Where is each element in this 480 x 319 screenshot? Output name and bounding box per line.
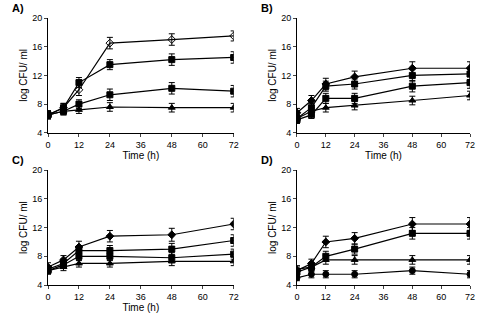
- svg-text:16: 16: [32, 194, 42, 204]
- svg-text:12: 12: [74, 140, 84, 150]
- svg-text:0: 0: [294, 140, 299, 150]
- svg-text:12: 12: [32, 71, 42, 81]
- svg-text:48: 48: [407, 292, 417, 302]
- svg-text:12: 12: [321, 292, 331, 302]
- svg-text:Time (h): Time (h): [365, 150, 402, 161]
- svg-text:12: 12: [281, 223, 291, 233]
- svg-text:16: 16: [281, 194, 291, 204]
- svg-text:72: 72: [229, 292, 239, 302]
- svg-text:Time (h): Time (h): [122, 150, 159, 161]
- svg-text:12: 12: [281, 71, 291, 81]
- svg-text:12: 12: [321, 140, 331, 150]
- svg-text:60: 60: [198, 140, 208, 150]
- svg-text:8: 8: [37, 99, 42, 109]
- svg-text:20: 20: [281, 165, 291, 175]
- svg-text:8: 8: [286, 251, 291, 261]
- svg-text:20: 20: [281, 13, 291, 23]
- svg-text:4: 4: [286, 128, 291, 138]
- svg-text:0: 0: [294, 292, 299, 302]
- svg-text:4: 4: [286, 280, 291, 290]
- svg-text:4: 4: [37, 128, 42, 138]
- svg-text:12: 12: [74, 292, 84, 302]
- svg-text:C): C): [12, 154, 24, 166]
- svg-text:Time (h): Time (h): [122, 302, 159, 313]
- svg-text:20: 20: [32, 13, 42, 23]
- svg-text:24: 24: [105, 140, 115, 150]
- svg-text:36: 36: [378, 292, 388, 302]
- svg-text:60: 60: [198, 292, 208, 302]
- svg-text:36: 36: [136, 140, 146, 150]
- svg-text:20: 20: [32, 165, 42, 175]
- svg-text:0: 0: [45, 292, 50, 302]
- svg-text:16: 16: [32, 42, 42, 52]
- svg-text:8: 8: [286, 99, 291, 109]
- svg-text:60: 60: [436, 292, 446, 302]
- svg-text:8: 8: [37, 251, 42, 261]
- svg-text:log CFU/ ml: log CFU/ ml: [18, 49, 29, 102]
- svg-text:16: 16: [281, 42, 291, 52]
- svg-text:72: 72: [229, 140, 239, 150]
- svg-text:log CFU/ ml: log CFU/ ml: [267, 49, 278, 102]
- svg-text:log CFU/ ml: log CFU/ ml: [18, 201, 29, 254]
- svg-text:72: 72: [465, 140, 475, 150]
- svg-text:4: 4: [37, 280, 42, 290]
- svg-text:60: 60: [436, 140, 446, 150]
- svg-text:A): A): [12, 2, 24, 14]
- svg-text:72: 72: [465, 292, 475, 302]
- svg-text:36: 36: [136, 292, 146, 302]
- svg-text:12: 12: [32, 223, 42, 233]
- svg-text:B): B): [261, 2, 273, 14]
- svg-text:36: 36: [378, 140, 388, 150]
- svg-text:log CFU/ ml: log CFU/ ml: [267, 201, 278, 254]
- svg-text:0: 0: [45, 140, 50, 150]
- svg-text:48: 48: [407, 140, 417, 150]
- svg-text:48: 48: [167, 140, 177, 150]
- svg-text:D): D): [261, 154, 273, 166]
- svg-text:48: 48: [167, 292, 177, 302]
- svg-text:24: 24: [350, 140, 360, 150]
- svg-text:24: 24: [350, 292, 360, 302]
- svg-text:24: 24: [105, 292, 115, 302]
